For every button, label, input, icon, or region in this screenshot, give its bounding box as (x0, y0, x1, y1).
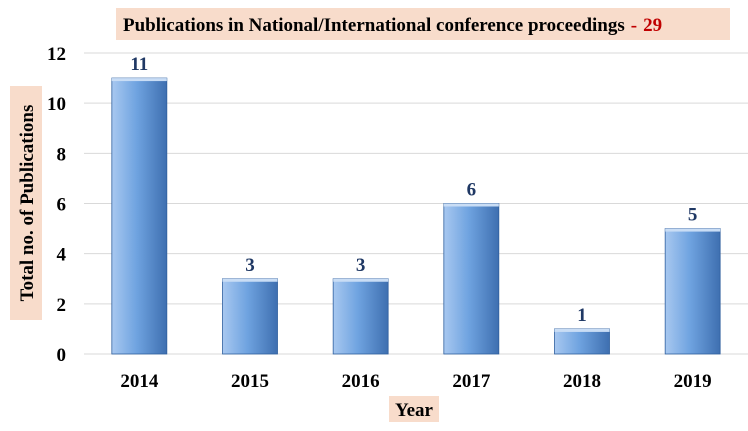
y-tick-label: 8 (57, 144, 67, 165)
x-axis-label-background (389, 396, 439, 422)
chart-title-text: Publications in National/International c… (123, 15, 625, 36)
value-labels: 11 3 3 6 1 5 (130, 54, 697, 326)
data-label: 3 (245, 255, 255, 276)
data-label: 11 (130, 54, 148, 75)
title-background (116, 8, 730, 40)
x-tick-labels: 2014 2015 2016 2017 2018 2019 (120, 371, 711, 392)
bar (332, 278, 389, 355)
bar (111, 77, 168, 355)
bars (111, 77, 721, 355)
bar (664, 228, 721, 355)
data-label: 3 (356, 255, 366, 276)
y-tick-label: 10 (47, 94, 66, 115)
y-tick-label: 6 (57, 195, 67, 216)
x-tick-label: 2015 (231, 371, 269, 392)
x-tick-label: 2019 (674, 371, 712, 392)
bar-top-highlight (443, 203, 499, 207)
chart-title: Publications in National/International c… (123, 15, 662, 36)
data-label: 6 (467, 180, 477, 201)
bar (443, 203, 500, 355)
bar-top-highlight (554, 328, 610, 332)
bar (554, 328, 610, 355)
bar-top-highlight (222, 278, 278, 282)
y-tick-label: 0 (57, 345, 67, 366)
y-axis-label-background (10, 86, 42, 320)
data-label: 1 (577, 305, 587, 326)
chart-title-total: 29 (643, 15, 662, 36)
y-tick-label: 4 (57, 245, 67, 266)
x-tick-label: 2014 (120, 371, 159, 392)
y-tick-label: 12 (47, 44, 66, 65)
x-tick-label: 2016 (342, 371, 380, 392)
x-tick-label: 2018 (563, 371, 601, 392)
x-axis-label: Year (395, 400, 434, 421)
x-tick-label: 2017 (452, 371, 491, 392)
y-tick-label: 2 (57, 295, 67, 316)
chart-title-separator: - (631, 15, 637, 36)
bar-top-highlight (665, 228, 721, 232)
gridlines (84, 52, 748, 355)
bar-top-highlight (111, 78, 167, 82)
y-axis-label: Total no. of Publications (17, 105, 38, 302)
bar (222, 278, 278, 355)
y-tick-labels: 0 2 4 6 8 10 12 (47, 44, 67, 366)
bar-top-highlight (333, 278, 389, 282)
data-label: 5 (688, 205, 698, 226)
